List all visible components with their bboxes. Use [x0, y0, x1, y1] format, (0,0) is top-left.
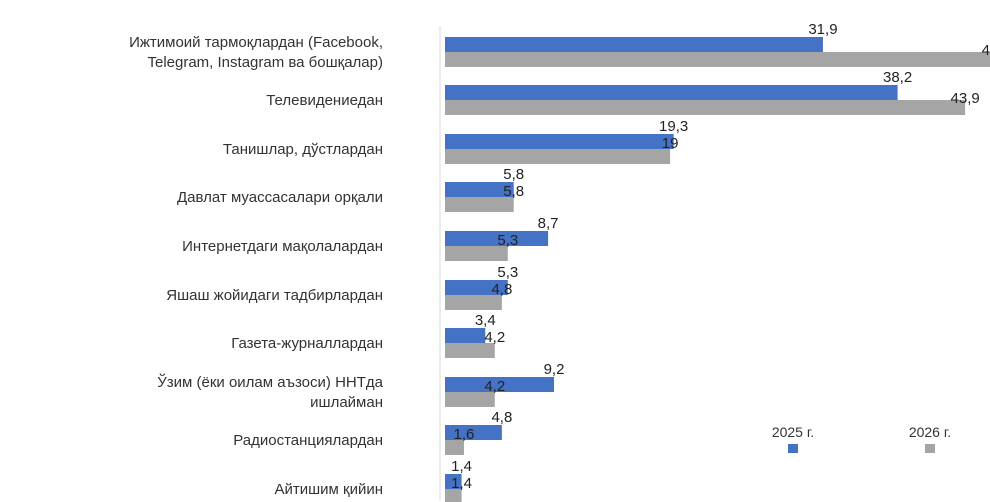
legend-item-2025: 2025 г.	[772, 424, 814, 453]
bar-2026	[445, 489, 462, 502]
bar-2026	[445, 246, 508, 261]
category-label: Интернетдаги мақолалардан	[182, 238, 383, 255]
value-label-2025: 38,2	[883, 69, 912, 86]
legend: 2025 г. 2026 г.	[772, 424, 951, 453]
bar-2025	[445, 474, 462, 489]
bar-2026	[445, 343, 495, 358]
bar-2025	[445, 328, 486, 343]
bar-2026	[445, 197, 514, 212]
bar-2026	[445, 100, 966, 115]
bar-2025	[445, 231, 549, 246]
bar-2025	[445, 37, 823, 52]
legend-label: 2025 г.	[772, 424, 814, 440]
category-label: Давлат муассасалари орқали	[177, 189, 383, 206]
value-label-2025: 9,2	[544, 361, 565, 378]
bar-2026	[445, 52, 990, 67]
bar-2026	[445, 440, 464, 455]
value-label-2025: 31,9	[808, 21, 837, 38]
value-label-2025: 3,4	[475, 312, 496, 329]
value-label-2026: 5,8	[503, 183, 524, 200]
category-label: Радиостанциялардан	[233, 432, 383, 449]
value-label-2026: 43,9	[951, 90, 980, 107]
value-label-2025: 4,8	[491, 409, 512, 426]
value-label-2026: 46	[982, 42, 990, 59]
category-labels: Ижтимоий тармоқлардан (Facebook, Telegram…	[129, 34, 384, 498]
bar-2025	[445, 85, 898, 100]
value-label-2025: 5,8	[503, 166, 524, 183]
legend-item-2026: 2026 г.	[909, 424, 951, 453]
value-label-2026: 5,3	[497, 232, 518, 249]
value-label-2026: 1,4	[451, 475, 472, 492]
value-label-2025: 5,3	[497, 264, 518, 281]
legend-label: 2026 г.	[909, 424, 951, 440]
value-labels: 31,94638,243,919,3195,85,88,75,35,34,83,…	[451, 21, 990, 492]
category-label: Telegram, Instagram ва бошқалар)	[147, 54, 383, 71]
bar-2025	[445, 182, 514, 197]
bar-2026	[445, 392, 495, 407]
category-label: Ижтимоий тармоқлардан (Facebook,	[129, 34, 383, 51]
legend-swatch	[788, 444, 798, 453]
value-label-2025: 8,7	[538, 215, 559, 232]
category-label: Айтишим қийин	[274, 481, 383, 498]
category-label: Яшаш жойидаги тадбирлардан	[166, 287, 383, 304]
value-label-2026: 4,8	[491, 281, 512, 298]
value-label-2025: 19,3	[659, 118, 688, 135]
category-label: Телевидениедан	[266, 92, 383, 109]
value-label-2025: 1,4	[451, 458, 472, 475]
value-label-2026: 4,2	[484, 329, 505, 346]
category-label: Газета-журналлардан	[231, 335, 383, 352]
bar-2025	[445, 280, 508, 295]
value-label-2026: 1,6	[454, 426, 475, 443]
bar-2025	[445, 425, 502, 440]
bar-2026	[445, 295, 502, 310]
value-label-2026: 19	[662, 135, 679, 152]
bar-2025	[445, 134, 674, 149]
bar-2025	[445, 377, 554, 392]
category-label: Танишлар, дўстлардан	[223, 141, 383, 158]
category-label: ишлайман	[310, 394, 383, 411]
legend-swatch	[925, 444, 935, 453]
value-label-2026: 4,2	[484, 378, 505, 395]
category-label: Ўзим (ёки оилам аъзоси) ННТда	[157, 373, 383, 391]
bar-2026	[445, 149, 671, 164]
bars	[445, 37, 990, 502]
